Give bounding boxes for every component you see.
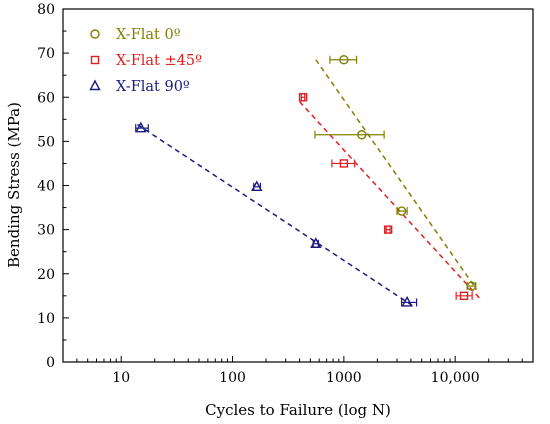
legend-marker — [90, 55, 100, 65]
data-point — [310, 237, 322, 248]
data-point — [339, 55, 349, 65]
y-tick-label: 30 — [37, 223, 55, 239]
data-point — [298, 93, 308, 102]
x-tick-label: 10,000 — [431, 370, 480, 386]
y-axis-ticks: 0 10 20 30 40 50 60 70 80 — [37, 2, 69, 371]
x-tick-label: 1000 — [326, 370, 362, 386]
y-tick-label: 70 — [37, 46, 55, 62]
y-tick-label: 0 — [46, 355, 55, 371]
data-point — [466, 281, 477, 291]
data-point — [339, 159, 349, 168]
legend: X-Flat 0º X-Flat ±45º X-Flat 90º — [89, 27, 202, 95]
x-axis-ticks: 10 100 1000 10,000 — [62, 356, 534, 386]
y-tick-label: 80 — [37, 2, 55, 18]
legend-marker — [89, 79, 101, 91]
data-points — [135, 55, 477, 307]
data-point — [383, 225, 393, 234]
y-tick-label: 60 — [37, 90, 55, 106]
x-tick-label: 100 — [219, 370, 246, 386]
x-tick-label: 10 — [112, 370, 130, 386]
legend-label: X-Flat 0º — [116, 27, 181, 43]
trend-line-series-2 — [137, 123, 415, 308]
y-tick-label: 40 — [37, 179, 55, 195]
legend-label: X-Flat ±45º — [116, 53, 202, 69]
y-tick-label: 10 — [37, 311, 55, 327]
x-axis-label: Cycles to Failure (log N) — [205, 401, 391, 419]
trend-line-series-1 — [299, 101, 480, 299]
y-axis-label: Bending Stress (MPa) — [5, 102, 23, 268]
legend-marker — [90, 29, 100, 39]
trend-line-series-0 — [315, 59, 477, 290]
legend-label: X-Flat 90º — [116, 79, 190, 95]
trend-lines — [137, 59, 480, 308]
data-point — [135, 121, 147, 133]
y-tick-label: 20 — [37, 267, 55, 283]
y-tick-label: 50 — [37, 134, 55, 150]
data-point — [357, 130, 367, 140]
data-point — [251, 180, 263, 192]
data-point — [459, 291, 469, 301]
data-point — [396, 206, 407, 216]
data-point — [401, 295, 413, 307]
